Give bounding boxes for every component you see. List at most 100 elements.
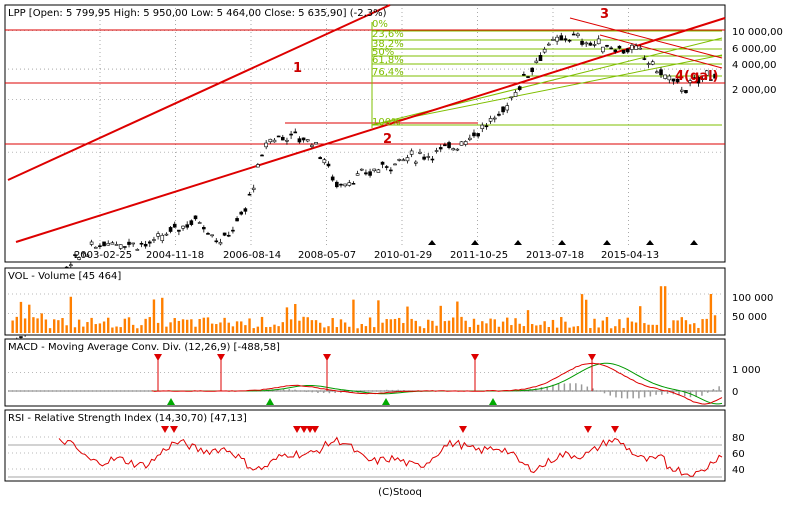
rsi-overbought-signal	[170, 426, 178, 433]
price-candle-body	[530, 67, 534, 72]
volume-bar	[202, 317, 206, 333]
price-candle-body	[472, 132, 476, 137]
rsi-overbought-signal	[459, 426, 467, 433]
price-candle-body	[347, 182, 352, 186]
price-candle-body	[118, 244, 123, 249]
volume-bar	[244, 325, 247, 333]
volume-bar	[256, 326, 260, 333]
annotation-2: 2	[383, 132, 392, 147]
price-candle-body	[310, 144, 314, 147]
price-candle-body	[555, 36, 559, 42]
fib-label-61: 61,8%	[372, 55, 404, 66]
volume-bar	[352, 299, 355, 333]
volume-bar	[306, 317, 309, 333]
volume-bar	[655, 324, 659, 333]
price-candle-body	[679, 89, 684, 92]
volume-bar	[36, 318, 39, 333]
price-candle-body	[272, 139, 277, 143]
price-candle-body	[563, 38, 568, 41]
price-candle-body	[156, 233, 160, 237]
volume-bar	[713, 315, 717, 333]
volume-bar	[28, 304, 31, 333]
price-candle-body	[476, 133, 480, 137]
price-candle-body	[69, 264, 73, 267]
price-candle-body	[401, 159, 406, 162]
price-candle-body	[484, 125, 489, 128]
price-candle-body	[210, 234, 214, 237]
volume-bar	[381, 322, 384, 333]
volume-bar	[310, 320, 314, 333]
price-candle-body	[621, 49, 626, 54]
price-candle-body	[646, 63, 651, 65]
volume-bar	[373, 327, 376, 333]
volume-bar	[393, 318, 397, 333]
price-candle-body	[513, 92, 518, 97]
volume-bar	[285, 307, 289, 333]
volume-bar	[580, 294, 584, 333]
price-candle-body	[193, 215, 198, 220]
price-candle-body	[231, 229, 235, 232]
volume-bar	[468, 327, 472, 333]
price-candle-body	[297, 138, 302, 143]
macd-panel: MACD - Moving Average Conv. Div. (12,26,…	[4, 338, 761, 407]
volume-bar	[585, 299, 588, 333]
volume-bar	[152, 299, 156, 333]
volume-bar	[489, 318, 492, 333]
volume-bar	[647, 324, 650, 333]
volume-bar	[102, 321, 106, 333]
volume-bar	[589, 328, 592, 333]
volume-bar	[497, 326, 501, 333]
volume-bar	[555, 327, 559, 333]
price-candle-body	[559, 35, 564, 41]
volume-bar	[173, 318, 176, 333]
volume-bar	[452, 317, 455, 333]
fib-label-100: 100%	[372, 117, 401, 128]
price-candle-body	[488, 118, 493, 122]
volume-bar	[277, 326, 280, 333]
price-candle-body	[713, 73, 717, 79]
volume-bar	[156, 322, 160, 333]
volume-bar	[472, 318, 476, 333]
volume-bar	[264, 327, 268, 333]
annotation-3: 3	[600, 7, 609, 22]
price-candle-body	[571, 33, 576, 36]
volume-bar	[314, 320, 318, 333]
volume-bar	[252, 328, 255, 333]
volume-bar	[260, 316, 264, 333]
volume-bar	[593, 318, 596, 333]
volume-bar	[447, 320, 451, 333]
price-candle-body	[172, 223, 177, 228]
price-candle-body	[468, 137, 472, 140]
price-candle-body	[19, 336, 23, 338]
price-candle-body	[364, 172, 368, 175]
price-candle-body	[584, 42, 589, 45]
price-candle-body	[268, 138, 273, 143]
price-candle-body	[314, 142, 318, 145]
price-candle-body	[422, 156, 426, 160]
volume-bar	[294, 304, 297, 333]
volume-bar	[215, 324, 218, 333]
price-tick-2000: 2 000,00	[732, 85, 777, 96]
volume-bar	[273, 324, 276, 333]
volume-bar	[136, 328, 139, 333]
price-candle-body	[135, 249, 140, 251]
price-candle-body	[546, 43, 551, 46]
price-candle-body	[426, 156, 431, 158]
volume-bar	[597, 327, 600, 333]
volume-bar	[169, 322, 172, 333]
volume-bar	[377, 300, 380, 333]
macd-sell-signal	[323, 354, 331, 361]
volume-bar	[464, 320, 467, 333]
volume-bar	[481, 321, 484, 333]
volume-bar	[235, 321, 239, 333]
price-candle-body	[206, 232, 210, 235]
dividend-marker	[514, 240, 522, 245]
fib-label-0: 0%	[372, 19, 388, 30]
price-candle-body	[463, 141, 468, 145]
price-candle-body	[264, 142, 268, 148]
price-candle-body	[372, 168, 377, 172]
rsi-tick-60: 60	[732, 449, 745, 460]
price-candle-body	[218, 242, 223, 245]
volume-bar	[435, 325, 438, 333]
channel-upper-line	[7, 4, 391, 181]
